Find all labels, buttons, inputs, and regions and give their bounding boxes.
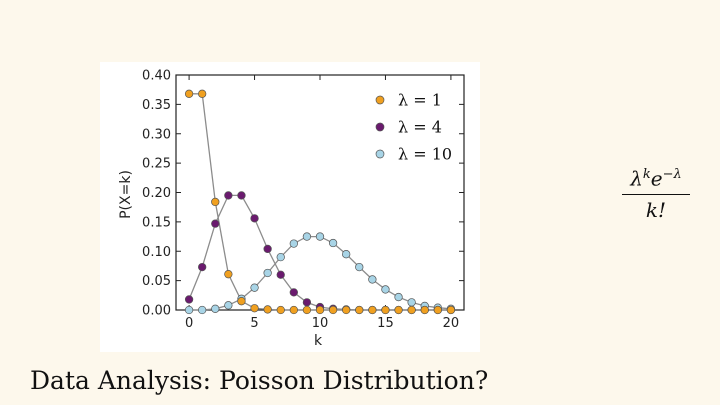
- slide-title: Data Analysis: Poisson Distribution?: [30, 366, 489, 395]
- data-point-series-1: [211, 219, 220, 228]
- legend-label-2: λ = 10: [398, 145, 452, 164]
- data-point-series-2: [276, 252, 285, 262]
- legend-marker-1: [375, 122, 385, 132]
- data-point-series-0: [237, 297, 246, 306]
- x-tick-label: 15: [377, 316, 394, 331]
- data-point-series-2: [342, 250, 351, 259]
- data-point-series-0: [355, 305, 364, 315]
- data-point-series-0: [381, 305, 390, 315]
- data-point-series-2: [250, 283, 259, 292]
- y-tick-label: 0.20: [142, 186, 171, 201]
- formula-lambda: λ: [630, 166, 643, 191]
- data-point-series-0: [328, 305, 338, 315]
- y-axis-label: P(X=k): [118, 170, 134, 219]
- y-tick-label: 0.10: [142, 245, 171, 260]
- x-axis-label: k: [314, 333, 323, 349]
- data-point-series-0: [315, 305, 325, 315]
- data-point-series-2: [289, 239, 298, 248]
- formula-e: e: [650, 166, 663, 191]
- data-point-series-2: [263, 268, 272, 278]
- data-point-series-1: [276, 270, 285, 279]
- data-point-series-1: [184, 295, 194, 304]
- poisson-pmf-formula: λke−λ k!: [616, 163, 696, 222]
- data-point-series-2: [302, 232, 312, 241]
- data-point-series-1: [224, 191, 233, 200]
- data-point-series-1: [263, 244, 272, 254]
- data-point-series-0: [276, 305, 285, 315]
- data-point-series-2: [381, 285, 390, 294]
- data-point-series-1: [198, 262, 207, 272]
- legend-marker-2: [375, 149, 385, 159]
- y-tick-label: 0.15: [142, 215, 171, 230]
- y-tick-label: 0.35: [142, 98, 171, 113]
- data-point-series-0: [184, 89, 194, 98]
- y-tick-label: 0.30: [142, 127, 171, 142]
- x-tick-label: 10: [312, 316, 329, 331]
- x-tick-label: 20: [443, 316, 460, 331]
- data-point-series-0: [224, 270, 233, 279]
- y-tick-label: 0.00: [142, 304, 171, 319]
- data-point-series-0: [198, 89, 207, 98]
- formula-fraction-bar: [622, 193, 690, 196]
- y-tick-label: 0.40: [142, 69, 171, 84]
- formula-exponent-k: k: [642, 167, 651, 182]
- data-point-series-0: [263, 305, 272, 314]
- x-tick-label: 0: [185, 316, 193, 331]
- data-point-series-2: [355, 262, 364, 272]
- data-point-series-1: [302, 298, 312, 307]
- data-point-series-0: [302, 305, 312, 315]
- legend-marker-0: [375, 95, 385, 105]
- data-point-series-0: [420, 305, 429, 315]
- data-point-series-0: [211, 197, 220, 207]
- data-point-series-0: [394, 305, 403, 315]
- data-point-series-2: [394, 292, 403, 302]
- data-point-series-1: [289, 288, 298, 297]
- formula-denominator: k!: [645, 198, 667, 223]
- data-point-series-0: [407, 305, 416, 315]
- data-point-series-0: [250, 304, 259, 313]
- plot-frame: [175, 74, 465, 311]
- legend-label-0: λ = 1: [398, 91, 442, 110]
- data-point-series-2: [368, 275, 377, 284]
- data-point-series-1: [250, 214, 259, 223]
- y-tick-label: 0.05: [142, 274, 171, 289]
- data-point-series-0: [289, 305, 298, 315]
- data-point-series-1: [237, 191, 246, 200]
- data-point-series-0: [368, 305, 377, 315]
- chart-svg: 0.00 0.05 0.10 0.15 0.20 0.25 0.30 0.35 0.40 0 5 10…: [118, 69, 465, 349]
- data-point-series-0: [433, 305, 442, 315]
- data-point-series-0: [342, 305, 351, 315]
- data-point-series-2: [328, 238, 338, 248]
- poisson-chart: 0.00 0.05 0.10 0.15 0.20 0.25 0.30 0.35 0.40 0 5 10…: [100, 62, 480, 352]
- data-point-series-2: [315, 232, 325, 241]
- data-point-series-2: [198, 305, 207, 315]
- formula-exponent-neg-lambda: −λ: [662, 167, 682, 182]
- data-point-series-2: [407, 298, 416, 307]
- formula-numerator: λke−λ: [616, 163, 696, 191]
- y-tick-label: 0.25: [142, 157, 171, 172]
- data-point-series-0: [446, 305, 456, 315]
- legend-label-1: λ = 4: [398, 118, 442, 137]
- x-tick-label: 5: [250, 316, 258, 331]
- data-point-series-2: [224, 301, 233, 310]
- data-point-series-2: [184, 305, 194, 315]
- series-line-1: [188, 194, 451, 311]
- data-point-series-2: [211, 304, 220, 313]
